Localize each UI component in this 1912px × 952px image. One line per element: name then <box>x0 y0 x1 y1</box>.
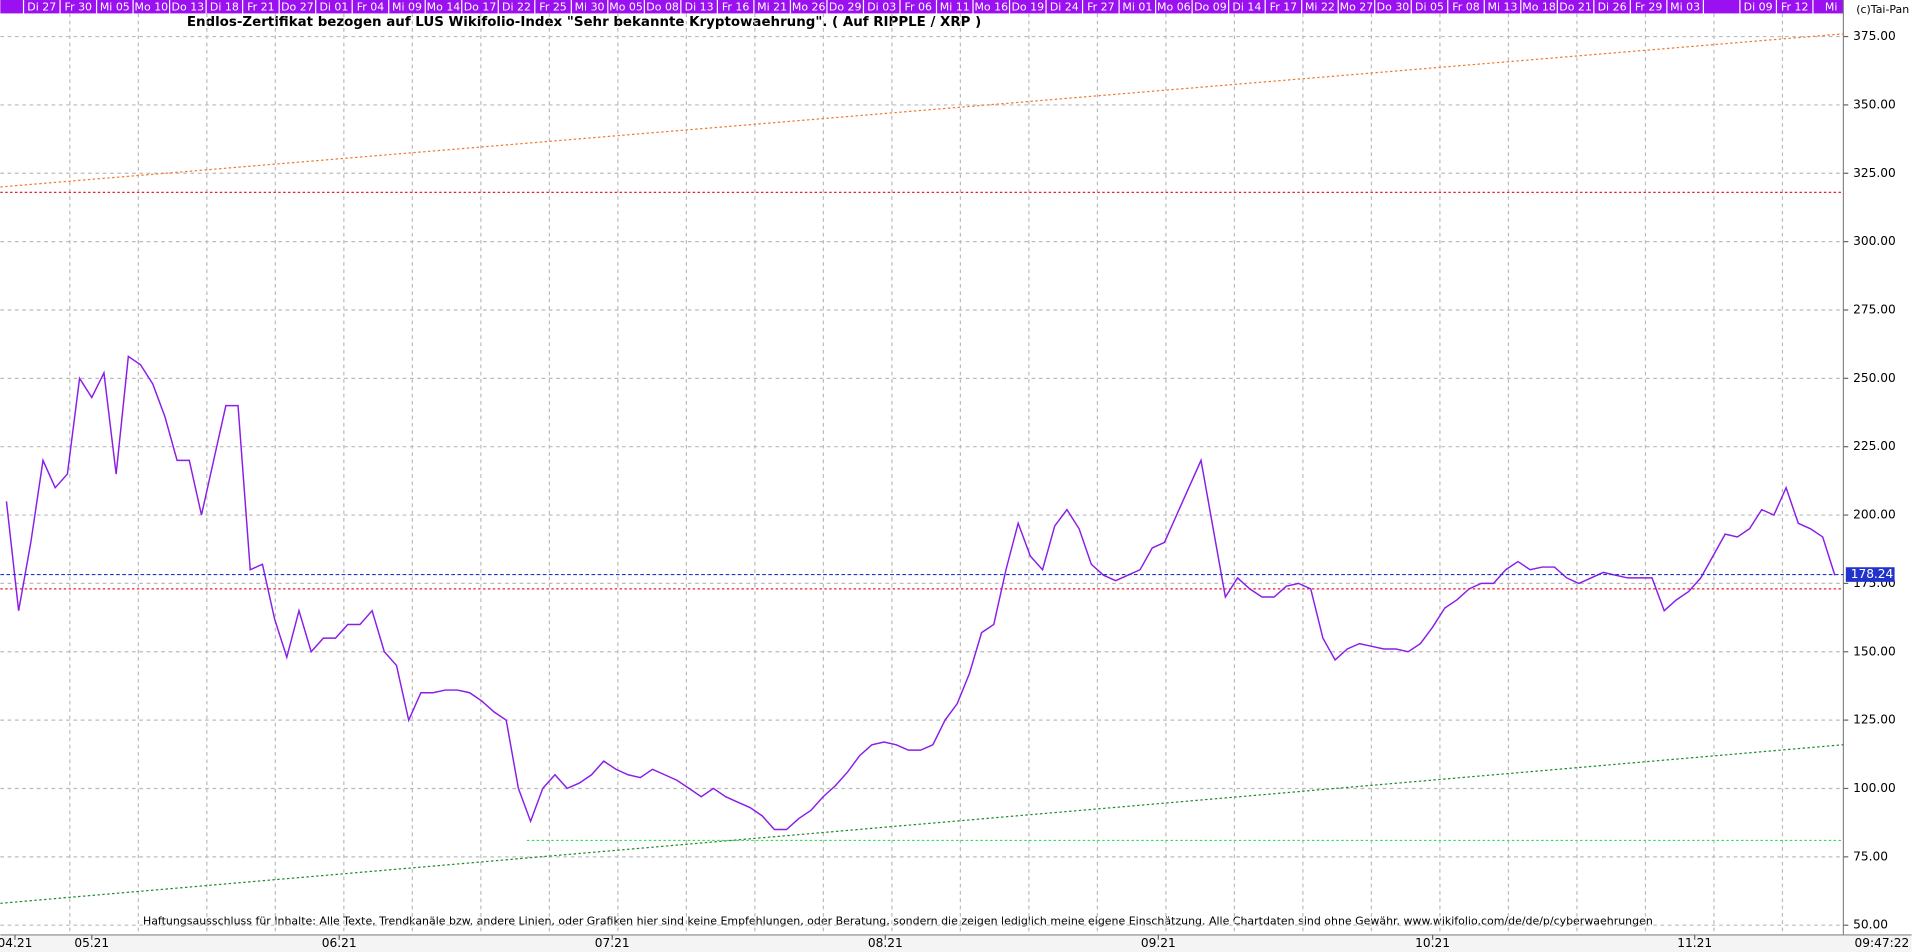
top-date-label: Fr 29 <box>1635 0 1662 13</box>
x-tick-label: 07.21 <box>595 936 630 950</box>
top-date-label: Fr 06 <box>905 0 932 13</box>
top-date-label: Di 09 <box>1744 0 1773 13</box>
top-date-label: Mi 03 <box>1670 0 1700 13</box>
y-tick-label: 50.00 <box>1853 918 1888 932</box>
x-tick-label: 11.21 <box>1677 936 1712 950</box>
price-line <box>5 355 1836 831</box>
top-date-label: Mi 09 <box>392 0 422 13</box>
y-tick-label: 275.00 <box>1853 302 1896 316</box>
x-tick-label: 06.21 <box>322 936 357 950</box>
top-date-label: Di 13 <box>685 0 714 13</box>
x-tick-label: 04.21 <box>0 936 32 950</box>
top-date-label: Fr 17 <box>1270 0 1297 13</box>
y-tick-label: 200.00 <box>1853 508 1896 522</box>
bottom-date-bar <box>0 934 1912 952</box>
x-tick-label: 10.21 <box>1415 936 1450 950</box>
y-tick-label: 125.00 <box>1853 713 1896 727</box>
y-tick-label: 350.00 <box>1853 97 1896 111</box>
top-date-label: Do 19 <box>1011 0 1044 13</box>
top-date-label: Mi 21 <box>757 0 787 13</box>
top-date-label: Mi 11 <box>940 0 970 13</box>
top-date-label: Mo 16 <box>974 0 1008 13</box>
top-date-label: Mi 01 <box>1122 0 1152 13</box>
top-date-label: Fr 27 <box>1087 0 1114 13</box>
top-date-label: Mo 10 <box>135 0 169 13</box>
trendline <box>0 33 1844 188</box>
top-date-label: Do 17 <box>464 0 497 13</box>
x-tick-label: 09.21 <box>1141 936 1176 950</box>
top-date-label: Di 27 <box>27 0 56 13</box>
top-date-label: Do 08 <box>646 0 679 13</box>
top-date-label: Fr 21 <box>247 0 274 13</box>
trendline <box>0 744 1844 904</box>
top-date-label: Do 21 <box>1559 0 1592 13</box>
top-date-label: Mi <box>1825 0 1838 13</box>
top-date-bar <box>0 0 1844 14</box>
last-price-label: 178.24 <box>1851 567 1894 581</box>
y-tick-label: 100.00 <box>1853 781 1896 795</box>
y-tick-label: 75.00 <box>1853 849 1888 863</box>
top-date-label: Fr 08 <box>1452 0 1479 13</box>
chart-title: Endlos-Zertifikat bezogen auf LUS Wikifo… <box>187 15 981 30</box>
top-date-label: Fr 30 <box>65 0 92 13</box>
top-date-label: Di 26 <box>1598 0 1627 13</box>
top-date-label: Mo 18 <box>1522 0 1556 13</box>
top-date-label: Di 05 <box>1415 0 1444 13</box>
top-date-label: Mo 27 <box>1340 0 1374 13</box>
top-date-label: Do 29 <box>829 0 862 13</box>
top-date-label: Di 03 <box>867 0 896 13</box>
y-tick-label: 225.00 <box>1853 439 1896 453</box>
top-date-label: Di 24 <box>1050 0 1079 13</box>
y-tick-label: 300.00 <box>1853 234 1896 248</box>
top-date-label: Mi 13 <box>1488 0 1518 13</box>
last-price-box <box>1845 567 1895 582</box>
y-tick-label: 150.00 <box>1853 644 1896 658</box>
top-date-label: Mi 30 <box>575 0 605 13</box>
x-tick-label: 08.21 <box>868 936 903 950</box>
top-date-label: Fr 04 <box>357 0 384 13</box>
top-date-label: Mo 14 <box>427 0 461 13</box>
x-tick-label: 05.21 <box>74 936 109 950</box>
disclaimer: Haftungsausschluss für Inhalte: Alle Tex… <box>143 915 1653 928</box>
top-date-label: Do 13 <box>172 0 205 13</box>
top-date-label: Di 14 <box>1232 0 1261 13</box>
top-date-label: Fr 25 <box>539 0 566 13</box>
timestamp: 09:47:22 <box>1855 936 1910 950</box>
top-date-label: Mi 05 <box>100 0 130 13</box>
top-date-label: Fr 12 <box>1781 0 1808 13</box>
top-date-label: Mo 05 <box>609 0 643 13</box>
top-date-label: Do 09 <box>1194 0 1227 13</box>
top-date-label: Do 27 <box>281 0 314 13</box>
top-date-label: Di 18 <box>210 0 239 13</box>
top-date-label: Fr 16 <box>722 0 749 13</box>
y-tick-label: 375.00 <box>1853 29 1896 43</box>
top-date-label: Di 01 <box>319 0 348 13</box>
top-date-label: Mo 06 <box>1157 0 1191 13</box>
copyright: (c)Tai-Pan <box>1856 3 1909 16</box>
top-date-label: Mo 26 <box>792 0 826 13</box>
top-date-label: Di 22 <box>502 0 531 13</box>
y-tick-label: 325.00 <box>1853 166 1896 180</box>
y-tick-label: 250.00 <box>1853 371 1896 385</box>
top-date-label: Do 30 <box>1377 0 1410 13</box>
top-date-label: Mi 22 <box>1305 0 1335 13</box>
